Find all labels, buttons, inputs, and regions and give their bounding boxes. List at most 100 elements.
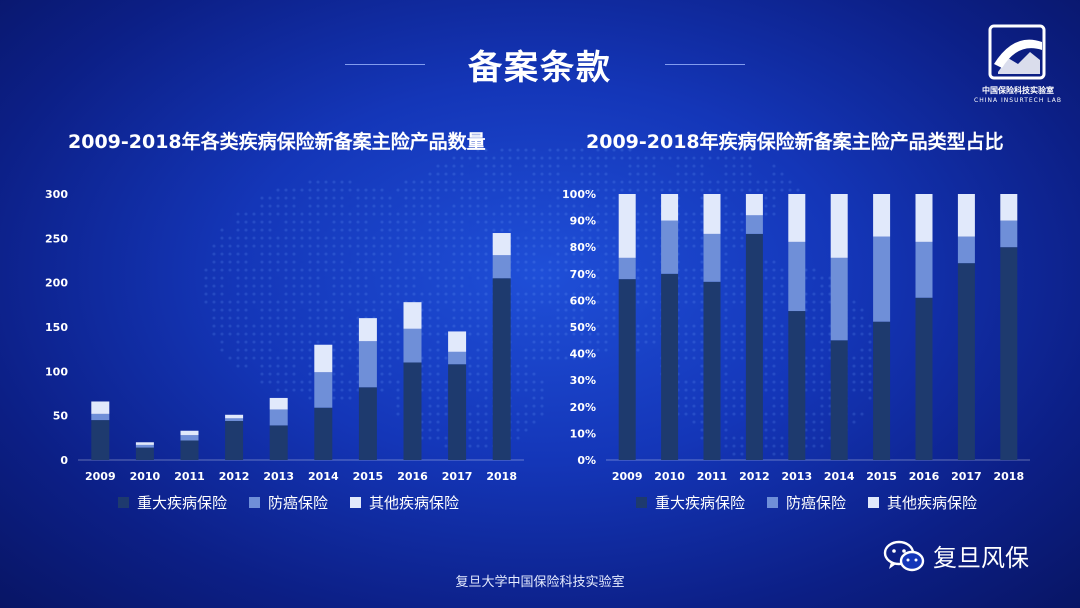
y-tick-label: 200 — [45, 277, 68, 290]
x-tick-label: 2016 — [909, 470, 940, 483]
bar-cancer-2018 — [492, 255, 511, 279]
x-tick-label: 2018 — [993, 470, 1024, 483]
bar-cancer-2014 — [314, 372, 333, 408]
y-tick-label: 20% — [570, 401, 596, 414]
bar-cancer-2010 — [135, 444, 154, 448]
bar-other-2011 — [703, 194, 721, 234]
legend-label-severe: 重大疾病保险 — [137, 494, 228, 512]
bar-cancer-2016 — [915, 241, 933, 298]
y-tick-label: 150 — [45, 321, 68, 334]
bar-other-2013 — [788, 194, 806, 242]
bar-cancer-2009 — [91, 413, 110, 421]
x-tick-label: 2015 — [353, 470, 384, 483]
bar-other-2014 — [830, 194, 848, 258]
bar-cancer-2011 — [180, 435, 199, 441]
wechat-icon — [883, 540, 925, 571]
x-tick-label: 2012 — [739, 470, 770, 483]
bar-cancer-2014 — [830, 257, 848, 341]
y-tick-label: 100 — [45, 365, 68, 378]
x-tick-label: 2017 — [951, 470, 982, 483]
x-tick-label: 2018 — [486, 470, 517, 483]
legend-label-cancer: 防癌保险 — [268, 494, 329, 512]
bar-other-2017 — [448, 331, 467, 352]
y-tick-label: 90% — [570, 215, 596, 228]
bar-other-2010 — [135, 442, 154, 445]
bar-other-2010 — [661, 194, 679, 221]
y-tick-label: 0 — [60, 454, 68, 467]
bar-severe-2018 — [1000, 247, 1018, 460]
bar-other-2012 — [225, 414, 244, 419]
legend-swatch-severe — [636, 497, 647, 508]
bar-cancer-2010 — [661, 220, 679, 274]
bar-other-2011 — [180, 430, 199, 436]
y-tick-label: 100% — [562, 188, 596, 201]
page-title: 备案条款 — [468, 48, 612, 88]
bar-other-2009 — [618, 194, 636, 258]
bar-other-2012 — [745, 194, 763, 216]
legend-label-severe: 重大疾病保险 — [655, 494, 746, 512]
bar-severe-2013 — [269, 425, 288, 460]
legend-label-cancer: 防癌保险 — [786, 494, 847, 512]
right-chart-title: 2009-2018年疾病保险新备案主险产品类型占比 — [586, 131, 1004, 153]
legend-swatch-cancer — [767, 497, 779, 508]
bar-severe-2015 — [873, 321, 891, 460]
bar-other-2015 — [873, 194, 891, 237]
legend-label-other: 其他疾病保险 — [887, 494, 978, 512]
x-tick-label: 2011 — [174, 470, 205, 483]
legend-swatch-other — [868, 497, 880, 508]
bar-other-2009 — [91, 401, 110, 414]
logo-name-cn: 中国保险科技实验室 — [982, 86, 1054, 95]
y-tick-label: 50% — [570, 321, 596, 334]
bar-severe-2016 — [403, 362, 422, 460]
legend-swatch-other — [350, 497, 362, 508]
legend-item-severe: 重大疾病保险 — [118, 492, 227, 513]
bar-other-2017 — [957, 194, 975, 237]
legend-item-severe: 重大疾病保险 — [636, 492, 745, 513]
legend-swatch-cancer — [249, 497, 261, 508]
bar-severe-2016 — [915, 297, 933, 460]
legend-item-cancer: 防癌保险 — [767, 492, 846, 513]
insurtech-lab-logo-icon — [988, 24, 1046, 80]
x-tick-label: 2013 — [263, 470, 294, 483]
bar-severe-2017 — [448, 364, 467, 460]
y-tick-label: 250 — [45, 232, 68, 245]
bar-severe-2009 — [618, 279, 636, 460]
bar-severe-2009 — [91, 420, 110, 460]
y-tick-label: 30% — [570, 374, 596, 387]
y-tick-label: 50 — [53, 410, 69, 423]
y-tick-label: 300 — [45, 188, 68, 201]
title-line-left — [345, 64, 425, 65]
left-bar-chart: 0 50 100 150 200 250 300 2009 2010 2011 2012 2013 20… — [45, 188, 524, 483]
x-tick-label: 2010 — [130, 470, 161, 483]
x-tick-label: 2013 — [781, 470, 812, 483]
right-percent-bar-chart: 0% 10% 20% 30% 40% 50% 60% 70% 80% 90% 100% 2009 201… — [562, 188, 1030, 483]
bar-cancer-2015 — [358, 341, 377, 388]
bar-other-2014 — [314, 344, 333, 373]
bar-other-2016 — [915, 194, 933, 242]
legend-swatch-severe — [118, 497, 129, 508]
bar-cancer-2009 — [618, 257, 636, 280]
bar-other-2018 — [1000, 194, 1018, 221]
bar-cancer-2016 — [403, 328, 422, 363]
y-tick-label: 80% — [570, 241, 596, 254]
title-line-right — [665, 64, 745, 65]
left-chart-title: 2009-2018年各类疾病保险新备案主险产品数量 — [68, 131, 486, 153]
x-tick-label: 2010 — [654, 470, 685, 483]
bar-cancer-2013 — [269, 409, 288, 426]
x-tick-label: 2009 — [85, 470, 116, 483]
x-tick-label: 2012 — [219, 470, 250, 483]
legend-label-other: 其他疾病保险 — [369, 494, 460, 512]
logo-name-en: CHINA INSURTECH LAB — [974, 97, 1062, 104]
bar-other-2016 — [403, 302, 422, 329]
bar-severe-2012 — [745, 233, 763, 460]
bar-severe-2014 — [314, 407, 333, 460]
bar-severe-2014 — [830, 340, 848, 460]
bar-other-2015 — [358, 318, 377, 342]
bar-cancer-2015 — [873, 236, 891, 322]
wechat-badge: 复旦风保 — [883, 538, 1029, 573]
bar-cancer-2017 — [448, 351, 467, 365]
legend-item-other: 其他疾病保险 — [350, 492, 459, 513]
y-tick-label: 10% — [570, 427, 596, 440]
legend-item-cancer: 防癌保险 — [249, 492, 328, 513]
